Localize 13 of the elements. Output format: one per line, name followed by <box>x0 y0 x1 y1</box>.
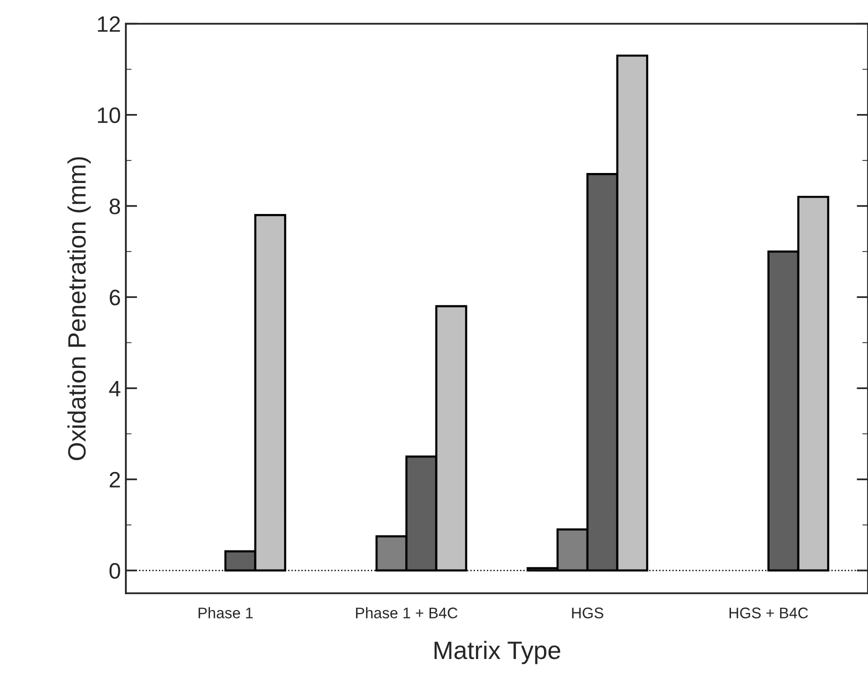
y-tick-label: 6 <box>110 290 120 306</box>
x-tick-label: Phase 1 + B4C <box>356 607 458 618</box>
y-tick-label: 2 <box>110 472 120 488</box>
x-tick-label: Phase 1 <box>198 607 253 618</box>
x-axis-title: Matrix Type <box>434 640 560 664</box>
y-tick-label: 10 <box>98 107 120 124</box>
x-tick-label: HGS <box>572 608 604 618</box>
x-tick-label: HGS + B4C <box>730 608 808 618</box>
y-tick-label: 4 <box>109 380 120 396</box>
y-axis-title: Oxidation Penetration (mm) <box>67 157 91 460</box>
y-tick-label: 12 <box>98 16 120 32</box>
y-tick-label: 0 <box>110 563 120 579</box>
y-tick-label: 8 <box>110 198 120 214</box>
